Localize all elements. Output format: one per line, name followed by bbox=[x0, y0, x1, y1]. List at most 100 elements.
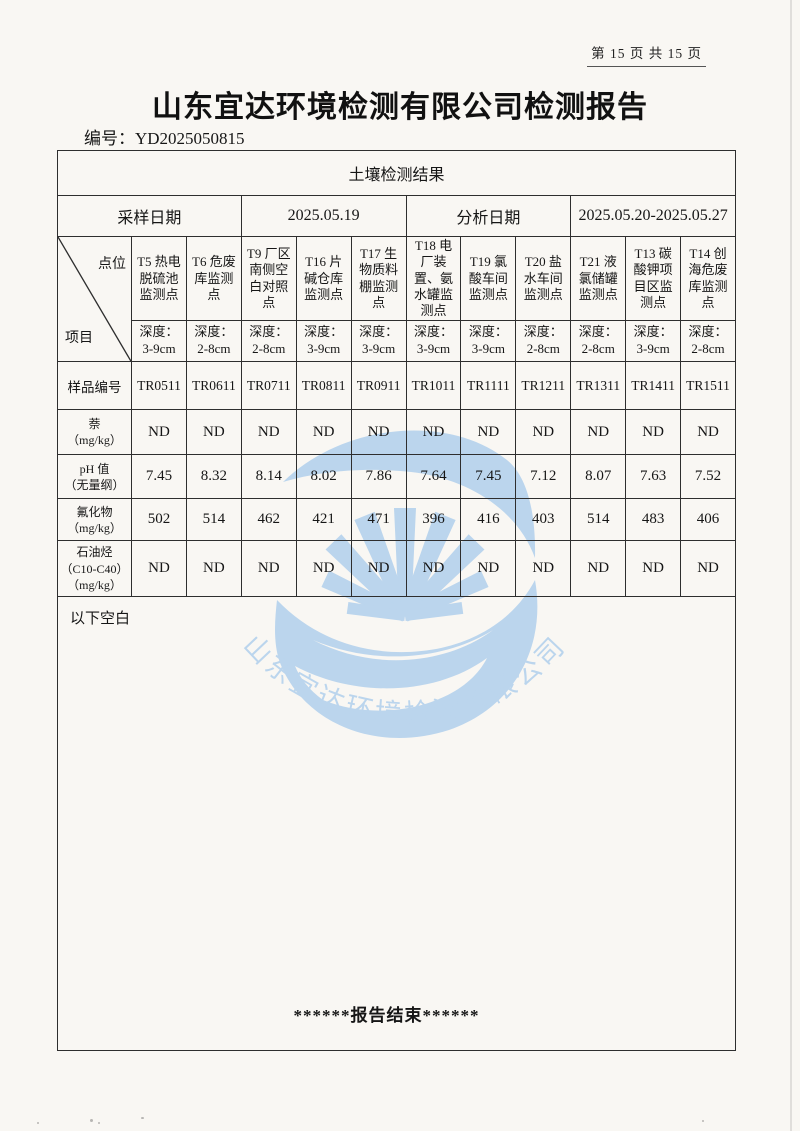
value-cell: 514 bbox=[570, 498, 627, 542]
value-cell: ND bbox=[185, 409, 242, 456]
value-cell: 7.63 bbox=[625, 454, 682, 500]
sample-id-cell: TR1511 bbox=[680, 361, 736, 411]
point-header-cell: T9 厂区南侧空白对照点 bbox=[240, 235, 297, 322]
value-cell: ND bbox=[515, 409, 572, 456]
results-body: 萘 （mg/kg） ND ND ND ND ND ND ND ND ND ND ND pH 值 （无量纲… bbox=[57, 409, 736, 598]
scan-speckle bbox=[90, 1119, 93, 1122]
item-row: 石油烃 （C10-C40） （mg/kg） ND ND ND ND ND ND ND ND ND N… bbox=[57, 540, 736, 598]
item-label-cell: 萘 （mg/kg） bbox=[57, 409, 132, 456]
analysis-date-value: 2025.05.20-2025.05.27 bbox=[570, 195, 736, 237]
point-header-cell: T16 片碱仓库监测点 bbox=[295, 235, 352, 322]
item-label-cell: pH 值 （无量纲） bbox=[57, 454, 132, 500]
value-cell: 7.86 bbox=[350, 454, 407, 500]
depth-cell: 深度： 2-8cm bbox=[185, 320, 242, 363]
value-cell: 403 bbox=[515, 498, 572, 542]
table-title-row: 土壤检测结果 bbox=[57, 150, 736, 196]
value-cell: ND bbox=[625, 409, 682, 456]
scan-speckle bbox=[141, 1117, 144, 1119]
depth-cell: 深度： 3-9cm bbox=[460, 320, 517, 363]
value-cell: 8.32 bbox=[185, 454, 242, 500]
item-row: pH 值 （无量纲） 7.45 8.32 8.14 8.02 7.86 7.64 7.45 7.… bbox=[57, 454, 736, 500]
sample-id-cell: TR1211 bbox=[515, 361, 572, 411]
scan-speckle bbox=[702, 1120, 704, 1122]
sample-id-cell: TR1411 bbox=[625, 361, 682, 411]
analysis-date-label: 分析日期 bbox=[405, 195, 572, 237]
item-row: 氟化物 （mg/kg） 502 514 462 421 471 396 416 403 514 48… bbox=[57, 498, 736, 542]
item-row: 萘 （mg/kg） ND ND ND ND ND ND ND ND ND ND ND bbox=[57, 409, 736, 456]
sample-id-cell: TR0611 bbox=[185, 361, 242, 411]
value-cell: ND bbox=[185, 540, 242, 598]
value-cell: ND bbox=[460, 409, 517, 456]
value-cell: ND bbox=[350, 409, 407, 456]
value-cell: ND bbox=[295, 540, 352, 598]
corner-header-cell: 点位 项目 bbox=[57, 235, 132, 363]
value-cell: ND bbox=[570, 540, 627, 598]
value-cell: 462 bbox=[240, 498, 297, 542]
value-cell: 7.52 bbox=[680, 454, 736, 500]
value-cell: 7.45 bbox=[460, 454, 517, 500]
depth-cell: 深度： 3-9cm bbox=[131, 320, 187, 363]
value-cell: ND bbox=[625, 540, 682, 598]
below-blank-note: 以下空白 bbox=[57, 596, 736, 1052]
point-header-cell: T18 电厂装置、氨水罐监测点 bbox=[405, 235, 462, 322]
scan-edge-artifact bbox=[790, 0, 792, 1131]
depth-cell: 深度： 3-9cm bbox=[625, 320, 682, 363]
corner-label-point: 点位 bbox=[98, 257, 126, 272]
value-cell: ND bbox=[680, 409, 736, 456]
value-cell: 8.02 bbox=[295, 454, 352, 500]
value-cell: 514 bbox=[185, 498, 242, 542]
point-header-cell: T13 碳酸钾项目区监测点 bbox=[625, 235, 682, 322]
value-cell: ND bbox=[295, 409, 352, 456]
value-cell: ND bbox=[515, 540, 572, 598]
value-cell: ND bbox=[570, 409, 627, 456]
sampling-date-label: 采样日期 bbox=[57, 195, 242, 237]
date-row: 采样日期 2025.05.19 分析日期 2025.05.20-2025.05.… bbox=[57, 195, 736, 237]
point-header-cell: T5 热电脱硫池监测点 bbox=[131, 235, 187, 322]
sample-id-cell: TR1311 bbox=[570, 361, 627, 411]
value-cell: ND bbox=[680, 540, 736, 598]
scan-speckle bbox=[98, 1122, 100, 1124]
value-cell: ND bbox=[405, 540, 462, 598]
point-header-cell: T17 生物质料棚监测点 bbox=[350, 235, 407, 322]
value-cell: 406 bbox=[680, 498, 736, 542]
value-cell: 421 bbox=[295, 498, 352, 542]
end-of-report: ******报告结束****** bbox=[293, 1006, 480, 1025]
point-header-cell: T21 液氯储罐监测点 bbox=[570, 235, 627, 322]
scan-speckle bbox=[37, 1122, 39, 1124]
sample-id-cell: TR0911 bbox=[350, 361, 407, 411]
report-title: 山东宜达环境检测有限公司检测报告 bbox=[152, 91, 648, 124]
sampling-date-value: 2025.05.19 bbox=[240, 195, 407, 237]
value-cell: 483 bbox=[625, 498, 682, 542]
value-cell: 396 bbox=[405, 498, 462, 542]
depth-row: 深度： 3-9cm 深度： 2-8cm 深度： 2-8cm 深度： 3-9cm 深度： … bbox=[58, 320, 736, 363]
page-indicator-text: 第 15 页 共 15 页 bbox=[587, 42, 706, 67]
value-cell: 8.07 bbox=[570, 454, 627, 500]
depth-cell: 深度： 2-8cm bbox=[515, 320, 572, 363]
depth-cell: 深度： 3-9cm bbox=[405, 320, 462, 363]
value-cell: 7.45 bbox=[131, 454, 187, 500]
page-indicator: 第 15 页 共 15 页 bbox=[587, 42, 706, 67]
sample-id-cell: TR1011 bbox=[405, 361, 462, 411]
soil-results-table: 土壤检测结果 采样日期 2025.05.19 分析日期 2025.05.20-2… bbox=[57, 150, 736, 1052]
value-cell: ND bbox=[350, 540, 407, 598]
item-label-cell: 石油烃 （C10-C40） （mg/kg） bbox=[57, 540, 132, 598]
item-label-cell: 氟化物 （mg/kg） bbox=[57, 498, 132, 542]
depth-cell: 深度： 2-8cm bbox=[570, 320, 627, 363]
sample-id-cell: TR0711 bbox=[240, 361, 297, 411]
value-cell: 416 bbox=[460, 498, 517, 542]
value-cell: 471 bbox=[350, 498, 407, 542]
value-cell: ND bbox=[460, 540, 517, 598]
value-cell: 7.64 bbox=[405, 454, 462, 500]
depth-cell: 深度： 2-8cm bbox=[680, 320, 736, 363]
sample-id-row: 样品编号 TR0511 TR0611 TR0711 TR0811 TR0911 TR101… bbox=[57, 361, 736, 411]
diagonal-divider bbox=[58, 237, 131, 361]
depth-cell: 深度： 2-8cm bbox=[240, 320, 297, 363]
sample-id-cell: TR0511 bbox=[131, 361, 187, 411]
depth-cell: 深度： 3-9cm bbox=[295, 320, 352, 363]
sample-id-cell: TR0811 bbox=[295, 361, 352, 411]
depth-cell: 深度： 3-9cm bbox=[350, 320, 407, 363]
point-header-cell: T20 盐水车间监测点 bbox=[515, 235, 572, 322]
value-cell: ND bbox=[131, 409, 187, 456]
value-cell: ND bbox=[131, 540, 187, 598]
